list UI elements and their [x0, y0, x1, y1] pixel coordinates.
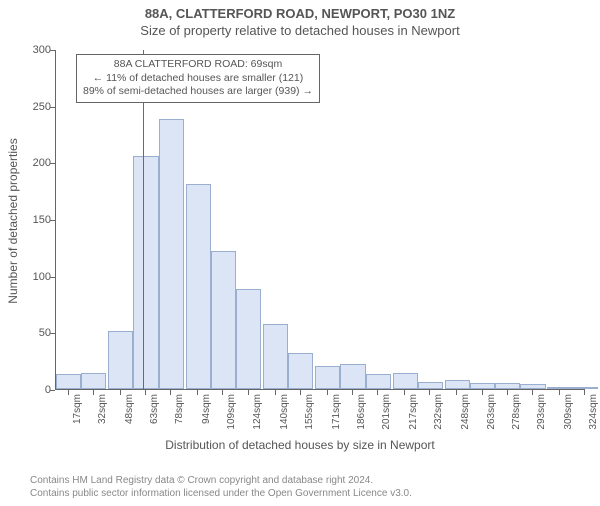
- histogram-bar: [315, 366, 340, 389]
- x-tick-mark: [507, 390, 508, 395]
- y-tick-label: 250: [33, 101, 51, 113]
- y-tick-mark: [50, 277, 55, 278]
- x-axis-label: Distribution of detached houses by size …: [0, 438, 600, 452]
- x-tick-mark: [222, 390, 223, 395]
- x-tick-mark: [559, 390, 560, 395]
- x-tick-label: 263sqm: [486, 394, 497, 430]
- x-tick-label: 186sqm: [356, 394, 367, 430]
- y-tick-label: 100: [33, 271, 51, 283]
- histogram-bar: [495, 383, 520, 389]
- x-tick-label: 63sqm: [149, 394, 160, 424]
- x-tick-mark: [377, 390, 378, 395]
- x-tick-label: 140sqm: [279, 394, 290, 430]
- x-tick-mark: [404, 390, 405, 395]
- x-tick-mark: [145, 390, 146, 395]
- chart-title-1: 88A, CLATTERFORD ROAD, NEWPORT, PO30 1NZ: [0, 6, 600, 21]
- x-tick-mark: [275, 390, 276, 395]
- x-tick-label: 217sqm: [408, 394, 419, 430]
- histogram-bar: [56, 374, 81, 389]
- histogram-bar: [340, 364, 365, 389]
- histogram-bar: [288, 353, 313, 389]
- annotation-line-3: 89% of semi-detached houses are larger (…: [83, 85, 313, 99]
- footer-attribution: Contains HM Land Registry data © Crown c…: [30, 474, 412, 500]
- histogram-bar: [236, 289, 261, 389]
- y-tick-mark: [50, 390, 55, 391]
- annotation-line-2: ← 11% of detached houses are smaller (12…: [83, 72, 313, 86]
- footer-line-1: Contains HM Land Registry data © Crown c…: [30, 474, 412, 487]
- histogram-bar: [470, 383, 495, 389]
- x-tick-mark: [327, 390, 328, 395]
- histogram-bar: [81, 373, 106, 389]
- x-tick-label: 155sqm: [304, 394, 315, 430]
- x-tick-label: 201sqm: [381, 394, 392, 430]
- x-tick-label: 94sqm: [201, 394, 212, 424]
- histogram-bar: [393, 373, 418, 389]
- histogram-bar: [211, 251, 236, 389]
- histogram-bar: [418, 382, 443, 389]
- histogram-bar: [133, 156, 158, 389]
- y-tick-mark: [50, 163, 55, 164]
- histogram-bar: [263, 324, 288, 389]
- x-tick-mark: [120, 390, 121, 395]
- histogram-bar: [445, 380, 470, 389]
- x-tick-label: 248sqm: [460, 394, 471, 430]
- x-tick-label: 109sqm: [226, 394, 237, 430]
- annotation-line-1: 88A CLATTERFORD ROAD: 69sqm: [83, 58, 313, 72]
- y-tick-mark: [50, 333, 55, 334]
- x-tick-label: 124sqm: [252, 394, 263, 430]
- x-tick-mark: [197, 390, 198, 395]
- x-tick-mark: [532, 390, 533, 395]
- x-tick-mark: [170, 390, 171, 395]
- histogram-bar: [186, 184, 211, 389]
- histogram-bar: [366, 374, 391, 389]
- y-axis-label: Number of detached properties: [6, 138, 20, 303]
- x-tick-label: 232sqm: [433, 394, 444, 430]
- histogram-bar: [573, 387, 598, 389]
- annotation-box: 88A CLATTERFORD ROAD: 69sqm ← 11% of det…: [76, 54, 320, 103]
- x-tick-label: 17sqm: [72, 394, 83, 424]
- x-tick-label: 324sqm: [588, 394, 599, 430]
- y-tick-label: 200: [33, 157, 51, 169]
- x-tick-mark: [482, 390, 483, 395]
- footer-line-2: Contains public sector information licen…: [30, 487, 412, 500]
- histogram-bar: [108, 331, 133, 389]
- y-tick-mark: [50, 107, 55, 108]
- y-tick-mark: [50, 220, 55, 221]
- x-tick-mark: [429, 390, 430, 395]
- histogram-bar: [547, 387, 572, 389]
- x-tick-mark: [248, 390, 249, 395]
- y-tick-label: 300: [33, 44, 51, 56]
- x-tick-label: 32sqm: [97, 394, 108, 424]
- x-tick-mark: [584, 390, 585, 395]
- x-tick-mark: [352, 390, 353, 395]
- histogram-bar: [159, 119, 184, 389]
- x-tick-label: 48sqm: [124, 394, 135, 424]
- x-tick-mark: [93, 390, 94, 395]
- y-tick-label: 150: [33, 214, 51, 226]
- x-tick-label: 278sqm: [511, 394, 522, 430]
- histogram-bar: [520, 384, 545, 389]
- y-tick-mark: [50, 50, 55, 51]
- x-tick-mark: [68, 390, 69, 395]
- chart-title-2: Size of property relative to detached ho…: [0, 23, 600, 38]
- plot-area: 88A CLATTERFORD ROAD: 69sqm ← 11% of det…: [55, 50, 585, 390]
- chart-area: 88A CLATTERFORD ROAD: 69sqm ← 11% of det…: [55, 50, 585, 420]
- x-tick-mark: [456, 390, 457, 395]
- x-tick-label: 309sqm: [563, 394, 574, 430]
- x-tick-label: 78sqm: [174, 394, 185, 424]
- x-tick-label: 171sqm: [331, 394, 342, 430]
- x-tick-mark: [300, 390, 301, 395]
- x-tick-label: 293sqm: [536, 394, 547, 430]
